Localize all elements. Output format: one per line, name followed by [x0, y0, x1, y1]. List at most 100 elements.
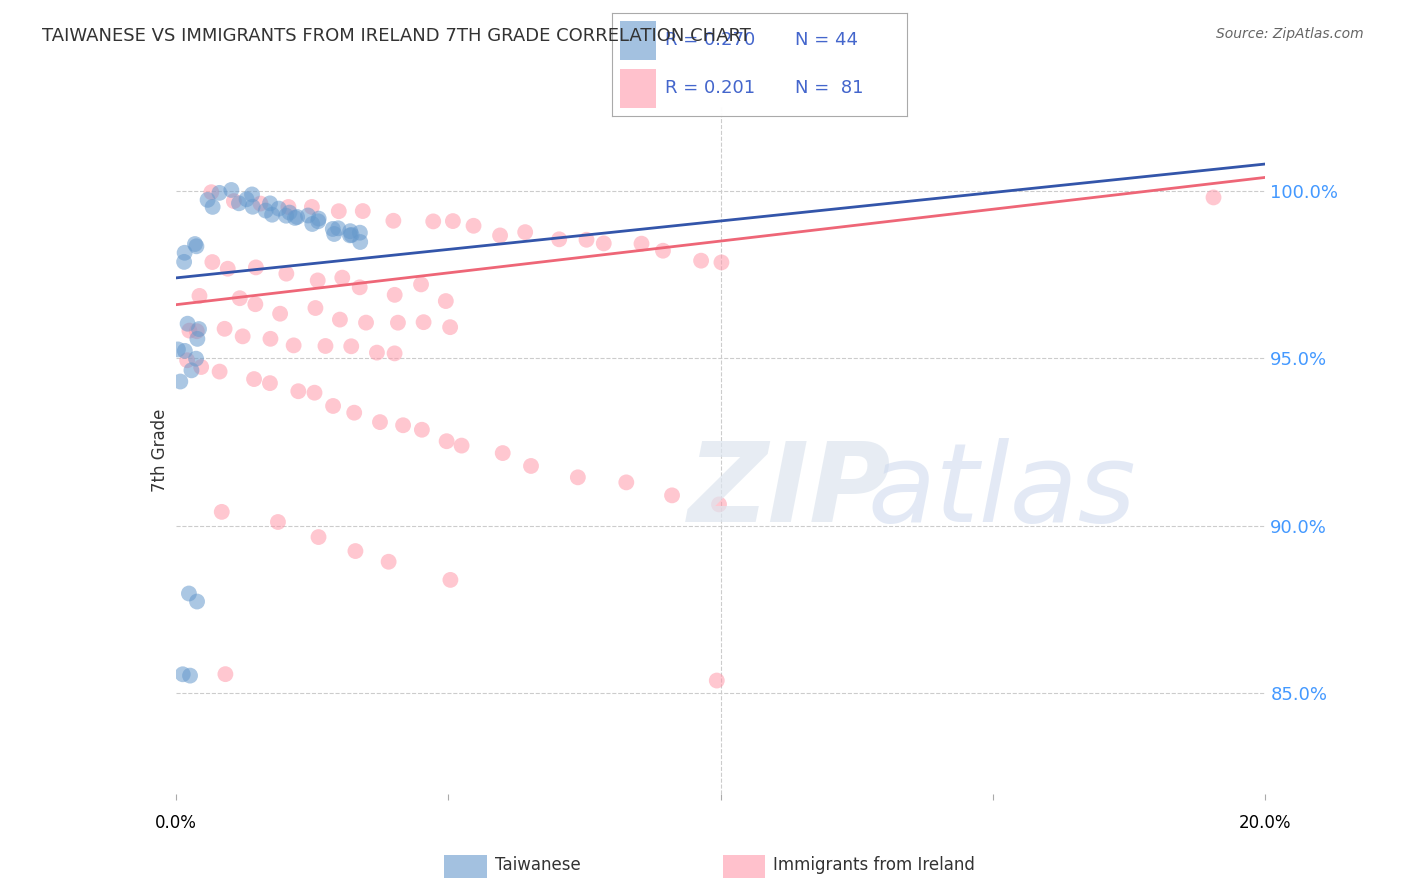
- Point: [217, 261, 239, 276]
- Text: 20.0%: 20.0%: [1239, 814, 1292, 832]
- Point: [229, 291, 252, 305]
- Point: [409, 277, 432, 292]
- Point: [322, 222, 344, 236]
- Point: [186, 239, 208, 253]
- Text: TAIWANESE VS IMMIGRANTS FROM IRELAND 7TH GRADE CORRELATION CHART: TAIWANESE VS IMMIGRANTS FROM IRELAND 7TH…: [42, 27, 751, 45]
- Point: [262, 208, 284, 222]
- Bar: [444, 855, 486, 878]
- Text: N = 44: N = 44: [794, 31, 858, 49]
- Bar: [723, 855, 765, 878]
- Point: [214, 322, 236, 336]
- Point: [439, 320, 461, 334]
- Point: [267, 202, 290, 216]
- Point: [392, 418, 415, 433]
- Point: [366, 345, 388, 359]
- Point: [489, 228, 512, 243]
- Point: [179, 324, 201, 338]
- Point: [208, 365, 231, 379]
- Text: 0.0%: 0.0%: [155, 814, 197, 832]
- Point: [349, 226, 371, 240]
- Point: [259, 196, 281, 211]
- Point: [188, 322, 211, 336]
- Text: R = 0.270: R = 0.270: [665, 31, 755, 49]
- Point: [172, 667, 194, 681]
- Point: [222, 194, 245, 208]
- Point: [176, 317, 198, 331]
- Point: [1202, 190, 1225, 204]
- Point: [254, 203, 277, 218]
- Point: [344, 544, 367, 558]
- Point: [326, 221, 349, 235]
- Point: [441, 214, 464, 228]
- Point: [515, 225, 537, 239]
- Point: [322, 399, 344, 413]
- Point: [384, 346, 406, 360]
- Point: [690, 253, 713, 268]
- Point: [308, 211, 330, 226]
- Text: Taiwanese: Taiwanese: [495, 856, 581, 874]
- Point: [176, 353, 198, 368]
- Point: [245, 297, 267, 311]
- Point: [190, 359, 212, 374]
- Point: [214, 667, 236, 681]
- Point: [339, 228, 361, 243]
- Bar: [620, 69, 655, 108]
- Point: [188, 289, 211, 303]
- Point: [285, 210, 308, 224]
- Point: [284, 211, 307, 225]
- Point: [614, 475, 637, 490]
- Point: [179, 668, 201, 682]
- Point: [368, 415, 391, 429]
- Point: [450, 439, 472, 453]
- Point: [411, 423, 433, 437]
- Point: [274, 209, 297, 223]
- Point: [340, 227, 363, 242]
- Point: [201, 200, 224, 214]
- Point: [167, 343, 190, 357]
- Point: [352, 204, 374, 219]
- Point: [301, 217, 323, 231]
- Point: [277, 200, 299, 214]
- Point: [592, 236, 614, 251]
- Point: [249, 196, 271, 211]
- Point: [436, 434, 458, 449]
- Point: [283, 338, 305, 352]
- Text: Immigrants from Ireland: Immigrants from Ireland: [773, 856, 974, 874]
- Point: [463, 219, 485, 233]
- Point: [652, 244, 675, 258]
- Point: [186, 324, 208, 338]
- Point: [201, 255, 224, 269]
- Point: [307, 214, 329, 228]
- Point: [377, 555, 399, 569]
- Point: [228, 196, 250, 211]
- Point: [269, 307, 291, 321]
- Point: [343, 406, 366, 420]
- Point: [349, 280, 371, 294]
- Point: [297, 209, 319, 223]
- Point: [243, 372, 266, 386]
- Point: [200, 185, 222, 199]
- Point: [173, 255, 195, 269]
- Point: [208, 186, 231, 200]
- Point: [710, 255, 733, 269]
- Point: [439, 573, 461, 587]
- Point: [339, 224, 361, 238]
- Point: [184, 237, 207, 252]
- Point: [240, 187, 263, 202]
- Point: [349, 235, 371, 249]
- Point: [328, 204, 350, 219]
- Point: [287, 384, 309, 399]
- Point: [276, 267, 298, 281]
- Point: [186, 594, 208, 608]
- Point: [267, 515, 290, 529]
- Point: [242, 200, 264, 214]
- Point: [387, 316, 409, 330]
- Text: Source: ZipAtlas.com: Source: ZipAtlas.com: [1216, 27, 1364, 41]
- Point: [706, 673, 728, 688]
- Point: [412, 315, 434, 329]
- Point: [173, 245, 195, 260]
- Text: atlas: atlas: [868, 438, 1136, 545]
- Point: [245, 260, 267, 275]
- Point: [434, 294, 457, 309]
- Point: [235, 192, 257, 206]
